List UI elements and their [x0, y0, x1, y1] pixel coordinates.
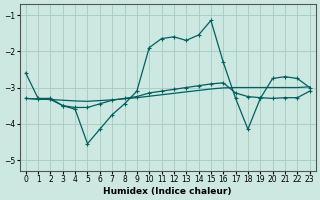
X-axis label: Humidex (Indice chaleur): Humidex (Indice chaleur) — [103, 187, 232, 196]
